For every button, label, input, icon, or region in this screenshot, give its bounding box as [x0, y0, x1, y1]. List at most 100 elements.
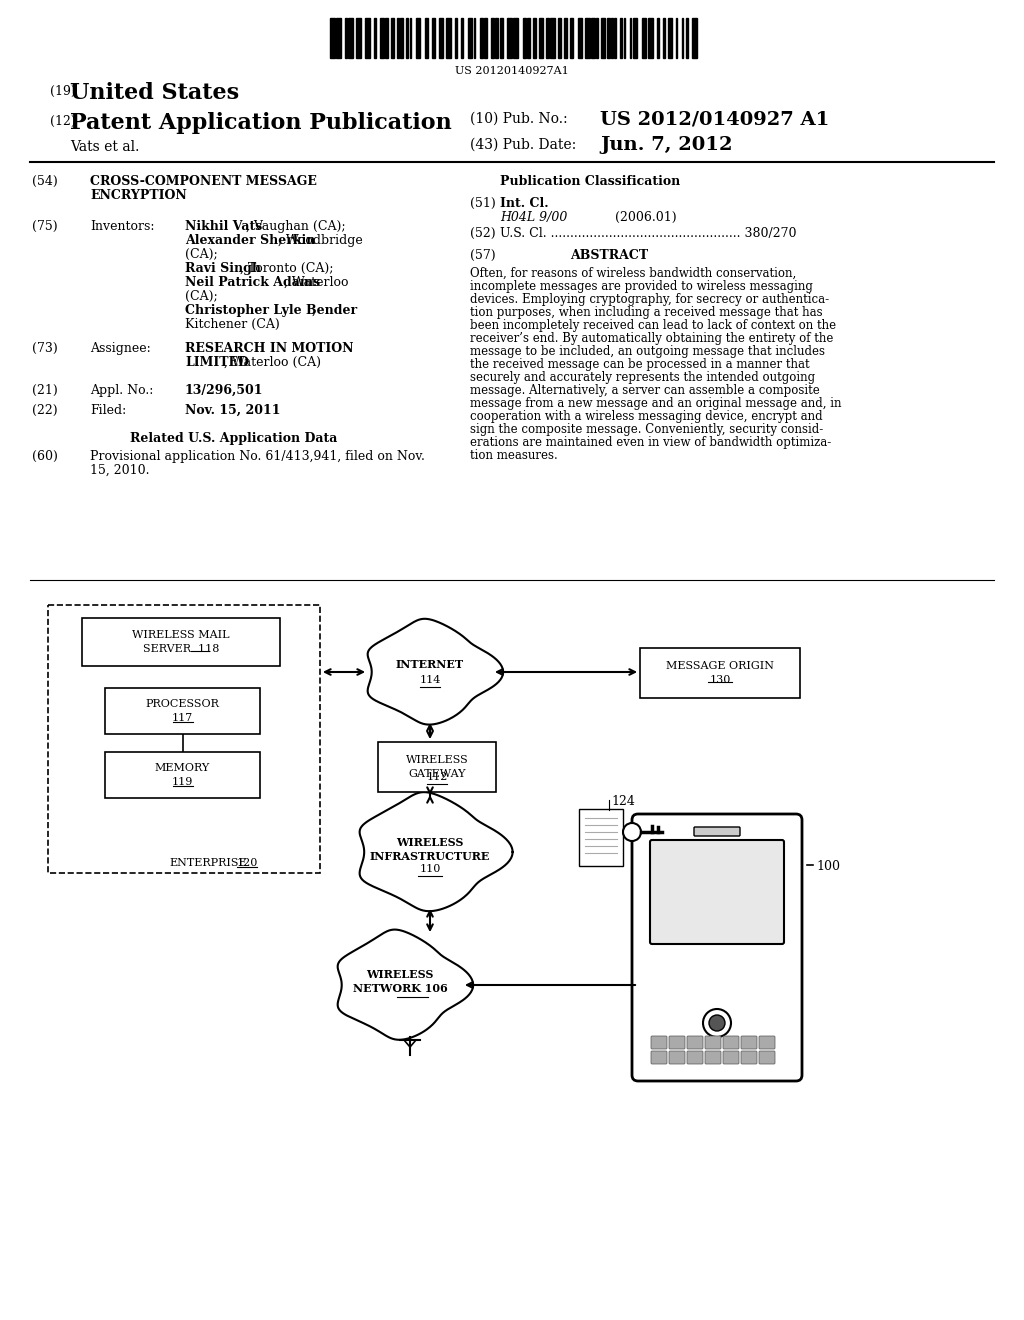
- Bar: [410, 18, 411, 58]
- Text: U.S. Cl. ................................................. 380/270: U.S. Cl. ...............................…: [500, 227, 797, 240]
- Text: WIRELESS: WIRELESS: [406, 755, 468, 766]
- Text: Inventors:: Inventors:: [90, 220, 155, 234]
- Bar: [375, 18, 376, 58]
- Bar: [330, 18, 335, 58]
- Text: INFRASTRUCTURE: INFRASTRUCTURE: [370, 850, 490, 862]
- Bar: [648, 18, 652, 58]
- Text: Appl. No.:: Appl. No.:: [90, 384, 154, 397]
- Bar: [586, 18, 590, 58]
- Text: (54): (54): [32, 176, 57, 187]
- Text: (43) Pub. Date:: (43) Pub. Date:: [470, 139, 577, 152]
- Bar: [578, 18, 583, 58]
- Bar: [611, 18, 612, 58]
- Text: (22): (22): [32, 404, 57, 417]
- Text: Provisional application No. 61/413,941, filed on Nov.: Provisional application No. 61/413,941, …: [90, 450, 425, 463]
- Text: erations are maintained even in view of bandwidth optimiza-: erations are maintained even in view of …: [470, 436, 831, 449]
- Text: , Vaughan (CA);: , Vaughan (CA);: [246, 220, 345, 234]
- Text: WIRELESS: WIRELESS: [396, 837, 464, 847]
- FancyBboxPatch shape: [705, 1036, 721, 1049]
- Polygon shape: [359, 792, 513, 911]
- Bar: [480, 18, 483, 58]
- Bar: [474, 18, 475, 58]
- Text: the received message can be processed in a manner that: the received message can be processed in…: [470, 358, 810, 371]
- FancyBboxPatch shape: [759, 1051, 775, 1064]
- FancyBboxPatch shape: [741, 1036, 757, 1049]
- Text: INTERNET: INTERNET: [396, 660, 464, 671]
- Text: MEMORY: MEMORY: [155, 763, 210, 774]
- Bar: [550, 18, 555, 58]
- Text: , Waterloo (CA): , Waterloo (CA): [223, 356, 321, 370]
- Text: Christopher Lyle Bender: Christopher Lyle Bender: [185, 304, 357, 317]
- FancyBboxPatch shape: [687, 1036, 703, 1049]
- Bar: [630, 18, 631, 58]
- FancyBboxPatch shape: [705, 1051, 721, 1064]
- Bar: [592, 18, 595, 58]
- Bar: [500, 18, 503, 58]
- Text: (57): (57): [470, 249, 496, 261]
- FancyBboxPatch shape: [669, 1051, 685, 1064]
- Bar: [682, 18, 683, 58]
- Text: Filed:: Filed:: [90, 404, 126, 417]
- Text: Related U.S. Application Data: Related U.S. Application Data: [130, 432, 337, 445]
- Text: , Waterloo: , Waterloo: [284, 276, 348, 289]
- Bar: [484, 18, 487, 58]
- Bar: [366, 18, 370, 58]
- Bar: [397, 18, 398, 58]
- FancyBboxPatch shape: [82, 618, 280, 667]
- Bar: [336, 18, 341, 58]
- Text: (12): (12): [50, 115, 76, 128]
- Bar: [438, 18, 443, 58]
- Bar: [513, 18, 518, 58]
- Bar: [540, 18, 543, 58]
- Text: 120: 120: [237, 858, 258, 869]
- Bar: [642, 18, 646, 58]
- FancyBboxPatch shape: [651, 1036, 667, 1049]
- Bar: [546, 18, 549, 58]
- Bar: [657, 18, 658, 58]
- Text: WIRELESS MAIL: WIRELESS MAIL: [132, 630, 229, 640]
- Bar: [507, 18, 512, 58]
- Bar: [601, 18, 605, 58]
- Text: Patent Application Publication: Patent Application Publication: [70, 112, 452, 135]
- Bar: [385, 18, 388, 58]
- Bar: [570, 18, 573, 58]
- Text: been incompletely received can lead to lack of context on the: been incompletely received can lead to l…: [470, 319, 837, 333]
- Bar: [496, 18, 499, 58]
- Bar: [633, 18, 637, 58]
- FancyBboxPatch shape: [579, 809, 623, 866]
- Text: (73): (73): [32, 342, 57, 355]
- Text: MESSAGE ORIGIN: MESSAGE ORIGIN: [666, 661, 774, 671]
- Bar: [692, 18, 697, 58]
- Text: 119: 119: [172, 777, 194, 787]
- Bar: [596, 18, 598, 58]
- Bar: [356, 18, 360, 58]
- Text: Vats et al.: Vats et al.: [70, 140, 139, 154]
- Text: Nov. 15, 2011: Nov. 15, 2011: [185, 404, 281, 417]
- Bar: [614, 18, 615, 58]
- FancyBboxPatch shape: [378, 742, 496, 792]
- Text: ENCRYPTION: ENCRYPTION: [90, 189, 186, 202]
- Text: securely and accurately represents the intended outgoing: securely and accurately represents the i…: [470, 371, 815, 384]
- FancyBboxPatch shape: [759, 1036, 775, 1049]
- Text: receiver’s end. By automatically obtaining the entirety of the: receiver’s end. By automatically obtaini…: [470, 333, 834, 345]
- Text: , Woodbridge: , Woodbridge: [279, 234, 364, 247]
- Text: devices. Employing cryptography, for secrecy or authentica-: devices. Employing cryptography, for sec…: [470, 293, 829, 306]
- FancyBboxPatch shape: [105, 688, 260, 734]
- Text: , Toronto (CA);: , Toronto (CA);: [240, 261, 334, 275]
- Text: 110: 110: [419, 865, 440, 874]
- Bar: [468, 18, 472, 58]
- Bar: [432, 18, 435, 58]
- Text: (2006.01): (2006.01): [615, 211, 677, 224]
- Bar: [664, 18, 665, 58]
- Bar: [400, 18, 403, 58]
- Text: US 2012/0140927 A1: US 2012/0140927 A1: [600, 110, 829, 128]
- Text: (60): (60): [32, 450, 58, 463]
- Text: Ravi Singh: Ravi Singh: [185, 261, 261, 275]
- Text: WIRELESS: WIRELESS: [367, 969, 434, 981]
- Bar: [624, 18, 625, 58]
- Text: Assignee:: Assignee:: [90, 342, 151, 355]
- Text: 114: 114: [419, 675, 440, 685]
- Text: ,: ,: [311, 304, 315, 317]
- Text: Neil Patrick Adams: Neil Patrick Adams: [185, 276, 321, 289]
- Text: 117: 117: [172, 713, 194, 723]
